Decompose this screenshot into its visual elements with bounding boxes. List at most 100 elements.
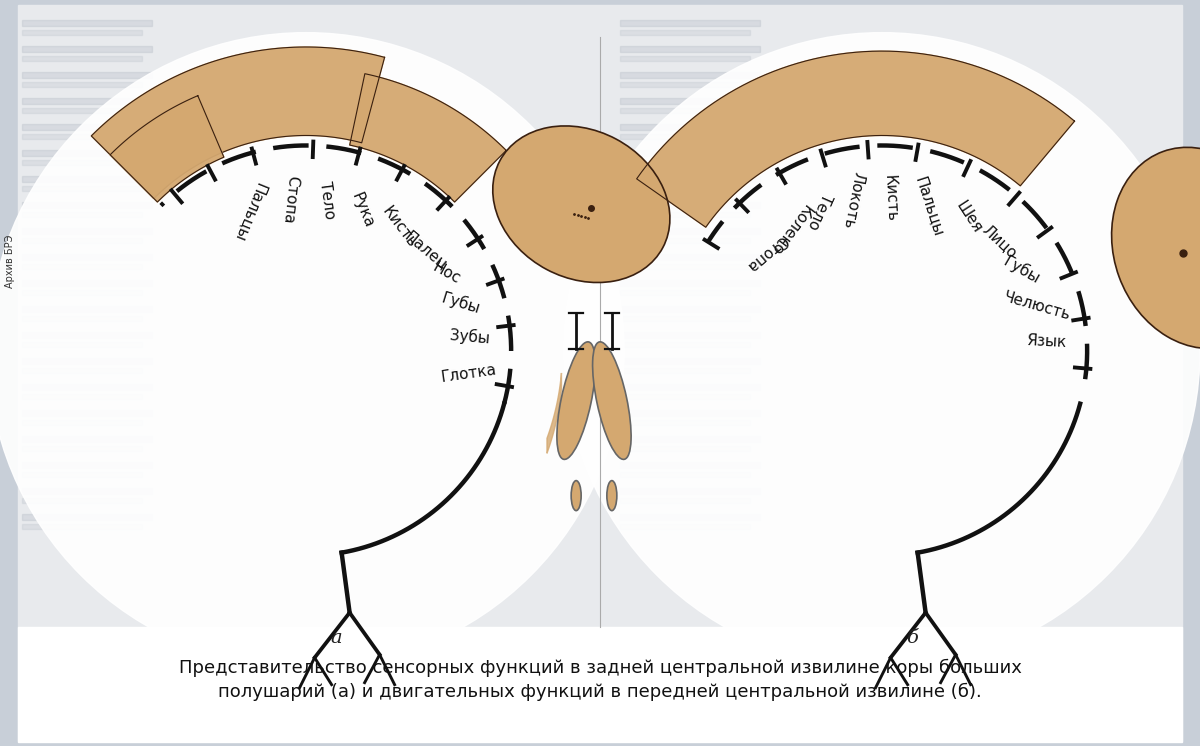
Text: Челюсть: Челюсть [1002, 289, 1073, 323]
Bar [22, 20, 152, 26]
Ellipse shape [493, 126, 670, 283]
Bar [620, 72, 760, 78]
Bar [22, 472, 142, 477]
Bar [22, 290, 142, 295]
Bar [620, 280, 760, 286]
Bar [22, 186, 142, 191]
Bar [22, 410, 152, 416]
Bar [620, 436, 760, 442]
Bar [22, 462, 152, 468]
Bar [620, 98, 760, 104]
Bar [620, 316, 750, 321]
Bar [22, 446, 142, 451]
Bar [22, 316, 142, 321]
Bar [620, 82, 750, 87]
Bar [620, 514, 760, 520]
Bar [18, 627, 1182, 742]
Bar [22, 436, 152, 442]
Bar [620, 420, 750, 425]
Bar [620, 472, 750, 477]
Bar [22, 280, 152, 286]
Text: Рука: Рука [349, 190, 377, 230]
Polygon shape [547, 373, 562, 454]
Ellipse shape [1111, 147, 1200, 348]
Bar [22, 56, 142, 61]
Text: Локоть: Локоть [840, 171, 865, 231]
Bar [22, 358, 152, 364]
Text: Язык: Язык [1026, 333, 1067, 351]
Bar [620, 410, 760, 416]
Bar [620, 446, 750, 451]
Bar [22, 342, 142, 347]
Polygon shape [110, 95, 224, 202]
Bar [620, 150, 760, 156]
Bar [620, 228, 760, 234]
Text: Кисть: Кисть [379, 204, 419, 251]
Bar [620, 46, 760, 52]
Bar [620, 384, 760, 390]
Text: Архив БРЭ: Архив БРЭ [5, 234, 16, 288]
Bar [620, 368, 750, 373]
Text: а: а [330, 629, 342, 647]
Polygon shape [91, 47, 384, 198]
Bar [22, 524, 142, 529]
Bar [620, 160, 750, 165]
Text: Зубы: Зубы [449, 327, 490, 346]
Bar [22, 72, 152, 78]
Bar [620, 332, 760, 338]
Bar [22, 176, 152, 182]
Bar [22, 30, 142, 35]
Ellipse shape [557, 342, 595, 460]
Bar [620, 212, 750, 217]
Bar [22, 212, 142, 217]
Bar [22, 160, 142, 165]
Text: Представительство сенсорных функций в задней центральной извилине коры больших: Представительство сенсорных функций в за… [179, 659, 1021, 677]
Bar [620, 108, 750, 113]
Bar [22, 228, 152, 234]
Text: полушарий (а) и двигательных функций в передней центральной извилине (б).: полушарий (а) и двигательных функций в п… [218, 683, 982, 701]
Bar [22, 202, 152, 208]
Bar [22, 238, 142, 243]
Ellipse shape [607, 480, 617, 510]
Bar [22, 420, 142, 425]
Bar [620, 30, 750, 35]
Bar [620, 394, 750, 399]
Bar [22, 254, 152, 260]
Bar [22, 488, 152, 494]
Bar [620, 524, 750, 529]
Circle shape [0, 33, 624, 668]
Text: Губы: Губы [1001, 253, 1043, 286]
Text: Пальцы: Пальцы [912, 175, 946, 239]
Bar [620, 462, 760, 468]
Bar [620, 306, 760, 312]
Text: Нос: Нос [430, 259, 463, 286]
Text: Кисть: Кисть [881, 174, 899, 222]
Bar [620, 488, 760, 494]
Text: Лицо: Лицо [979, 222, 1020, 261]
Text: б: б [906, 629, 918, 647]
Text: Пальцы: Пальцы [232, 181, 269, 244]
Bar [22, 332, 152, 338]
Bar [620, 186, 750, 191]
Polygon shape [637, 51, 1074, 228]
Bar [22, 394, 142, 399]
Text: Тело: Тело [317, 181, 337, 221]
Text: Глотка: Глотка [439, 362, 497, 385]
Circle shape [564, 33, 1200, 668]
Bar [620, 124, 760, 130]
Bar [620, 20, 760, 26]
Bar [22, 368, 142, 373]
Bar [620, 264, 750, 269]
Text: Стопа: Стопа [280, 175, 300, 225]
Text: Губы: Губы [439, 289, 482, 317]
Bar [620, 498, 750, 503]
Text: Палец: Палец [402, 228, 450, 272]
Text: Тело: Тело [805, 190, 834, 231]
Bar [22, 384, 152, 390]
Bar [620, 254, 760, 260]
Ellipse shape [593, 342, 631, 460]
Bar [620, 134, 750, 139]
Polygon shape [349, 74, 506, 202]
Bar [620, 290, 750, 295]
Bar [22, 150, 152, 156]
